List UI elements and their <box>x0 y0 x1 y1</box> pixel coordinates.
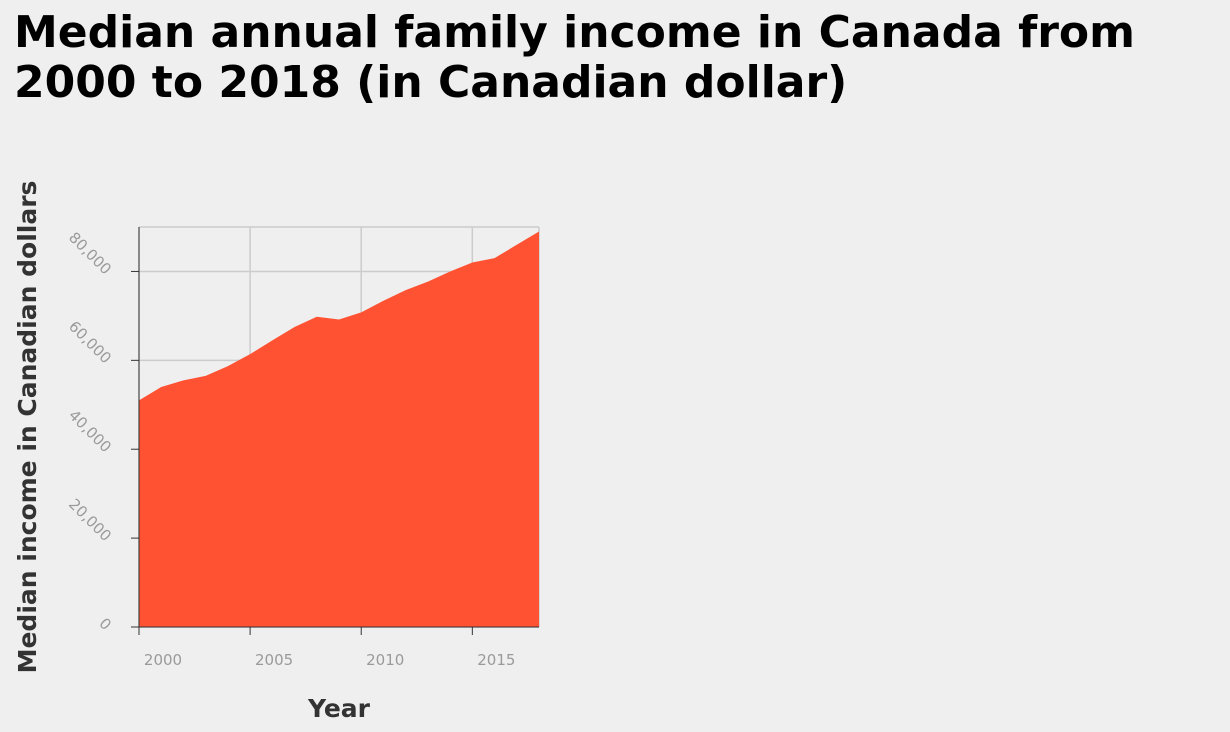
y-tick-label: 60,000 <box>65 317 115 367</box>
y-tick-label: 80,000 <box>65 228 115 278</box>
x-tick-label: 2000 <box>144 651 182 669</box>
y-axis-label: Median income in Canadian dollars <box>13 181 42 674</box>
y-tick-label: 20,000 <box>65 495 115 545</box>
series-area <box>139 231 539 627</box>
y-tick-label: 40,000 <box>65 406 115 456</box>
chart-title: Median annual family income in Canada fr… <box>14 7 1136 108</box>
y-tick-label: 0 <box>95 614 114 633</box>
x-tick-label: 2005 <box>255 651 293 669</box>
x-axis-label: Year <box>307 694 371 723</box>
x-axis-ticks: 2000 2005 2010 2015 <box>138 627 515 669</box>
x-tick-label: 2015 <box>477 651 515 669</box>
y-axis-ticks: 0 20,000 40,000 60,000 80,000 <box>65 228 139 634</box>
x-tick-label: 2010 <box>366 651 404 669</box>
